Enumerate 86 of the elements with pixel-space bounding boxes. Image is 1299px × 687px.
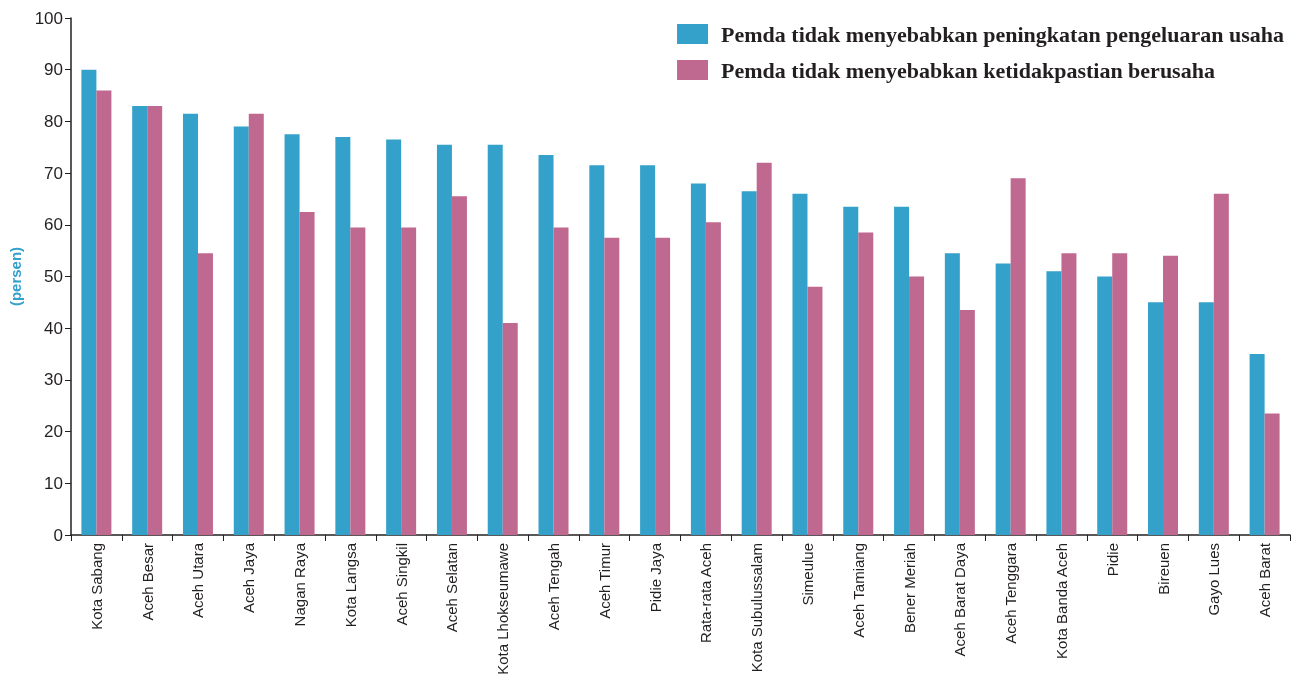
bar xyxy=(589,165,605,535)
x-tick-label: Pidie xyxy=(1103,543,1121,577)
bar xyxy=(741,191,757,535)
x-tick-label: Aceh Besar xyxy=(138,543,156,621)
bar xyxy=(197,253,213,535)
bar xyxy=(553,227,569,535)
x-tick-label: Simeulue xyxy=(798,543,816,606)
x-tick-label: Aceh Tamiang xyxy=(849,543,867,638)
x-tick-label: Aceh Tenggara xyxy=(1002,542,1020,644)
bar xyxy=(436,144,452,535)
x-tick-label: Kota Sabang xyxy=(87,543,105,630)
y-axis-title: (persen) xyxy=(7,246,24,307)
bar xyxy=(1046,271,1062,535)
x-tick-label: Kota Banda Aceh xyxy=(1052,543,1070,659)
bar xyxy=(284,134,300,535)
y-tick-label: 0 xyxy=(53,525,63,545)
bar xyxy=(690,183,706,535)
y-tick-label: 20 xyxy=(44,422,63,442)
bar xyxy=(299,211,315,535)
bar xyxy=(640,165,656,535)
bar xyxy=(335,136,351,535)
bar xyxy=(96,90,112,535)
bar xyxy=(233,126,249,535)
bar xyxy=(538,155,554,535)
x-tick-label: Rata-rata Aceh xyxy=(697,543,715,644)
x-tick-label: Kota Langsa xyxy=(341,542,359,628)
x-tick-label: Aceh Singkil xyxy=(392,543,410,626)
bar xyxy=(959,310,975,535)
y-tick-label: 100 xyxy=(34,8,63,28)
y-tick-label: 30 xyxy=(44,370,63,390)
bar xyxy=(843,206,859,535)
bar xyxy=(1010,178,1026,535)
x-tick-label: Bener Meriah xyxy=(900,543,918,634)
y-tick-label: 90 xyxy=(44,60,63,80)
bar xyxy=(182,113,198,535)
x-tick-label: Kota Lhokseumawe xyxy=(494,543,512,675)
bar xyxy=(705,222,721,535)
bar xyxy=(451,196,467,535)
y-tick-label: 80 xyxy=(44,111,63,131)
bar xyxy=(401,227,417,535)
y-tick-label: 60 xyxy=(44,215,63,235)
bar xyxy=(502,323,518,535)
bar xyxy=(1061,253,1077,535)
bar xyxy=(1213,193,1229,535)
bar xyxy=(1264,413,1280,535)
x-tick-label: Aceh Selatan xyxy=(443,543,461,633)
bar xyxy=(1097,276,1113,535)
x-tick-label: Nagan Raya xyxy=(291,542,309,627)
x-tick-label: Aceh Barat xyxy=(1256,542,1274,618)
bar xyxy=(1198,302,1214,535)
legend-label: Pemda tidak menyebabkan peningkatan pengeluaran usaha xyxy=(721,21,1284,47)
bar xyxy=(132,105,148,535)
bar xyxy=(909,276,925,535)
x-tick-label: Aceh Jaya xyxy=(240,542,258,614)
bar xyxy=(858,232,874,535)
y-tick-label: 50 xyxy=(44,267,63,286)
bar xyxy=(81,69,97,535)
bar xyxy=(894,206,910,535)
bar xyxy=(604,237,620,535)
x-tick-label: Bireuen xyxy=(1154,543,1172,595)
bar xyxy=(944,253,960,535)
x-tick-label: Aceh Timur xyxy=(595,543,613,619)
x-tick-label: Pidie Jaya xyxy=(646,542,664,613)
x-tick-label: Gayo Lues xyxy=(1205,543,1223,616)
x-tick-label: Kota Subulussalam xyxy=(748,543,766,673)
bar xyxy=(1249,354,1265,535)
bar xyxy=(655,237,671,535)
bar xyxy=(1112,253,1128,535)
bar xyxy=(1148,302,1164,535)
bar xyxy=(807,286,823,535)
y-tick-label: 40 xyxy=(44,318,63,338)
x-tick-label: Aceh Tengah xyxy=(545,543,563,631)
bar xyxy=(147,105,163,535)
bar xyxy=(792,193,808,535)
bar xyxy=(386,139,402,535)
legend-label: Pemda tidak menyebabkan ketidakpastian berusaha xyxy=(721,57,1215,83)
bar xyxy=(756,162,772,535)
x-tick-label: Aceh Barat Daya xyxy=(951,542,969,657)
bar xyxy=(1163,255,1179,535)
bar xyxy=(487,144,503,535)
y-tick-label: 10 xyxy=(44,473,63,493)
y-tick-label: 70 xyxy=(44,163,63,183)
bar xyxy=(350,227,366,535)
x-tick-label: Aceh Utara xyxy=(189,542,207,619)
bar xyxy=(995,263,1011,535)
bar xyxy=(248,113,264,535)
